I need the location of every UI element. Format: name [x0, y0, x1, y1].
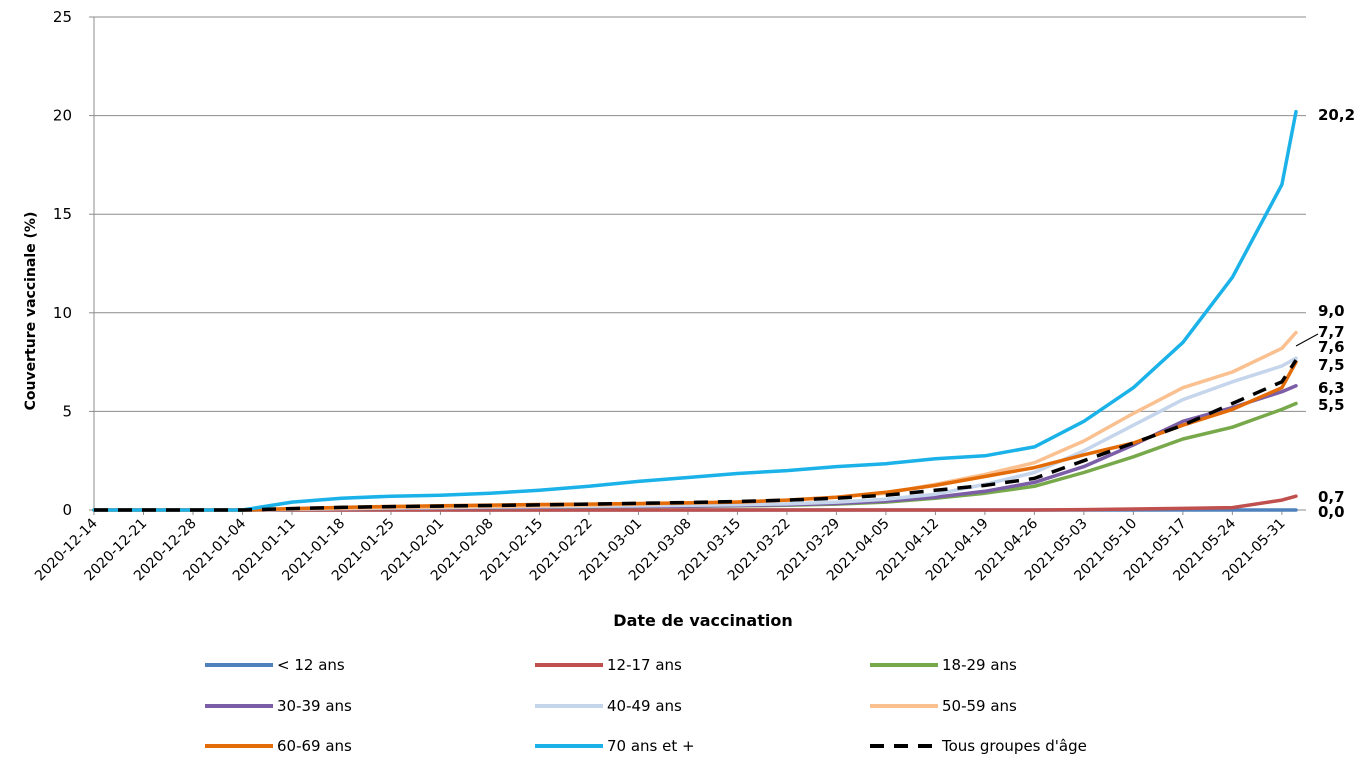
series-line-40-49-ans	[92, 356, 1298, 512]
legend-label: 70 ans et +	[607, 737, 695, 755]
legend-item: 30-39 ans	[205, 697, 352, 715]
legend-item: 18-29 ans	[870, 656, 1017, 674]
legend-label: Tous groupes d'âge	[941, 737, 1087, 755]
x-tick-labels: 2020-12-142020-12-212020-12-282021-01-04…	[32, 515, 1289, 584]
y-tick-label: 25	[53, 8, 72, 26]
x-axis-title: Date de vaccination	[613, 611, 792, 630]
series-lines	[92, 109, 1298, 512]
end-label: 20,2	[1318, 106, 1355, 124]
series-line-70-ans-et	[92, 109, 1298, 512]
legend-label: < 12 ans	[277, 656, 345, 674]
legend-item: 40-49 ans	[535, 697, 682, 715]
legend-label: 60-69 ans	[277, 737, 352, 755]
gridlines	[94, 16, 1306, 412]
end-label: 7,7	[1318, 323, 1345, 341]
legend-label: 40-49 ans	[607, 697, 682, 715]
y-tick-label: 15	[53, 205, 72, 223]
legend-item: 12-17 ans	[535, 656, 682, 674]
legend-item: 60-69 ans	[205, 737, 352, 755]
y-tick-labels: 0 5 10 15 20 25	[53, 8, 72, 519]
legend-item: 70 ans et +	[535, 737, 695, 755]
end-label-leader	[1295, 333, 1319, 347]
legend-label: 30-39 ans	[277, 697, 352, 715]
end-label: 9,0	[1318, 302, 1345, 320]
legend-label: 18-29 ans	[942, 656, 1017, 674]
series-line-tous-groupes-d-ge	[94, 359, 1298, 512]
y-tick-label: 0	[62, 501, 72, 519]
end-value-labels: 0,00,7 5,56,3 7,7 9,0 7,5 20,2 7,6	[1295, 106, 1355, 521]
y-tick-label: 5	[62, 402, 72, 420]
y-axis-title: Couverture vaccinale (%)	[23, 212, 39, 411]
axes	[89, 16, 1306, 515]
legend-item: Tous groupes d'âge	[870, 737, 1087, 755]
series-line-50-59-ans	[92, 330, 1298, 512]
legend-label: 50-59 ans	[942, 697, 1017, 715]
legend-label: 12-17 ans	[607, 656, 682, 674]
legend-item: < 12 ans	[205, 656, 345, 674]
end-label: 0,0	[1318, 503, 1345, 521]
y-tick-label: 20	[53, 107, 72, 125]
legend: < 12 ans 12-17 ans 18-29 ans 30-39 ans 40-49…	[205, 656, 1087, 755]
end-label: 0,7	[1318, 488, 1345, 506]
legend-item: 50-59 ans	[870, 697, 1017, 715]
end-label: 7,6	[1318, 338, 1345, 356]
y-tick-label: 10	[53, 304, 72, 322]
end-label: 7,5	[1318, 356, 1345, 374]
end-label: 5,5	[1318, 396, 1345, 414]
series-line-18-29-ans	[92, 401, 1298, 512]
end-label: 6,3	[1318, 379, 1345, 397]
